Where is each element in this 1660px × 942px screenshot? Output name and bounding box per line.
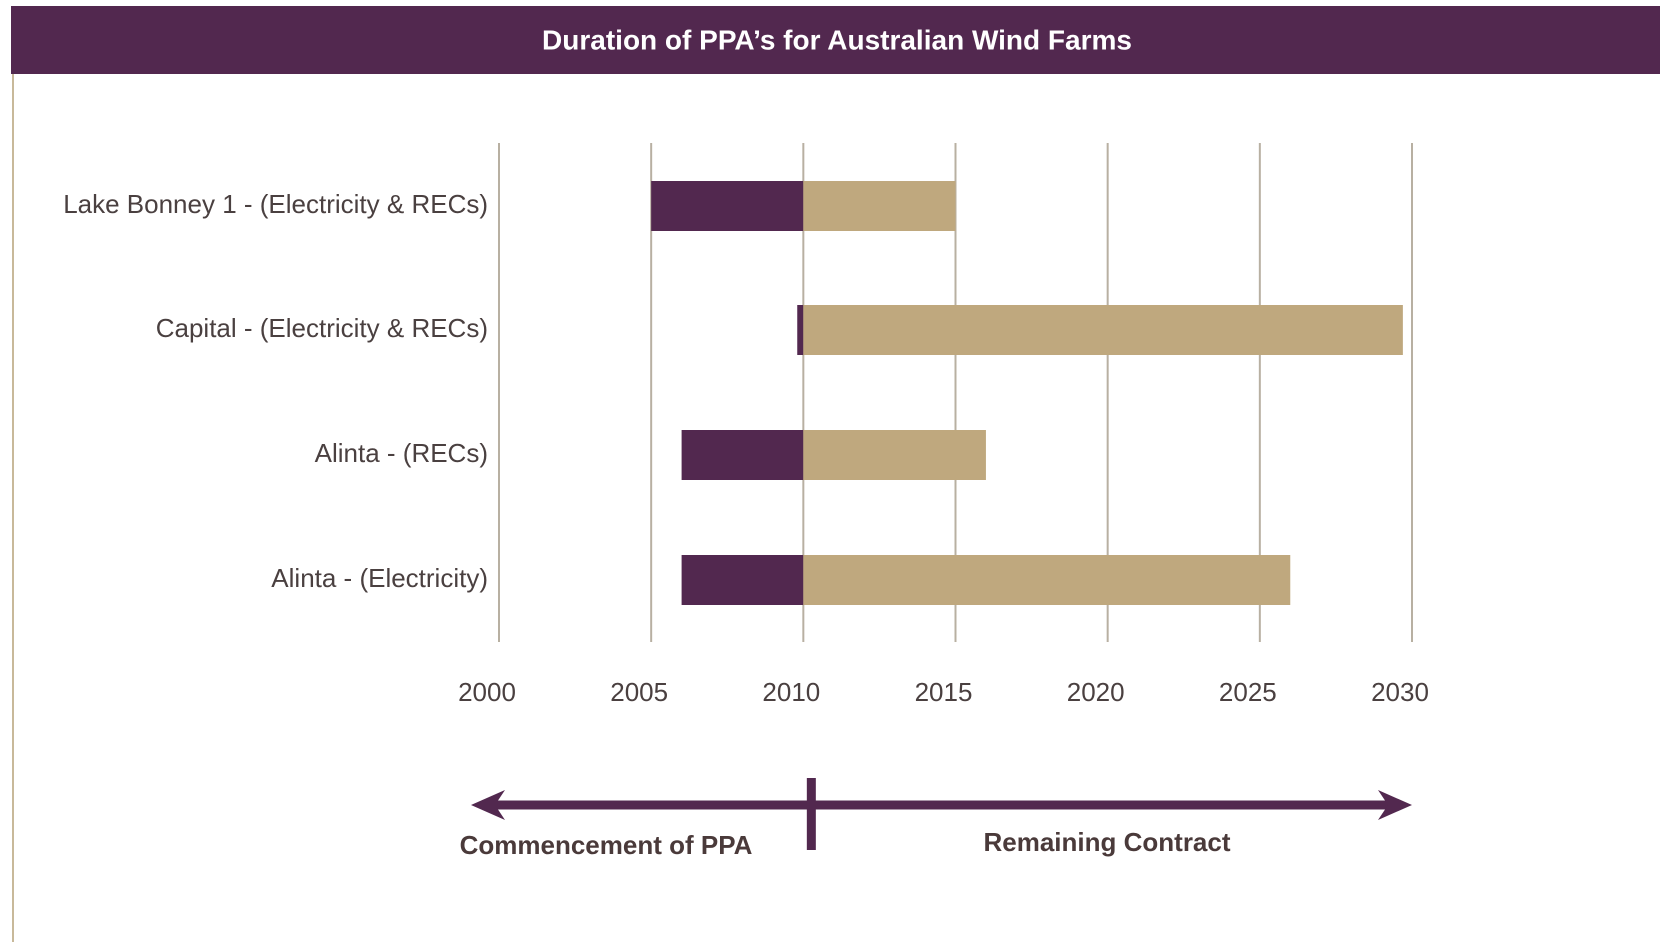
y-tick-label: Capital - (Electricity & RECs) (156, 313, 488, 343)
remaining-bar (803, 181, 956, 231)
y-tick-label: Lake Bonney 1 - (Electricity & RECs) (63, 189, 488, 219)
x-tick-label: 2020 (1067, 677, 1125, 707)
x-tick-label: 2000 (458, 677, 516, 707)
x-tick-label: 2025 (1219, 677, 1277, 707)
x-tick-label: 2005 (610, 677, 668, 707)
chart-title: Duration of PPA’s for Australian Wind Fa… (542, 24, 1132, 55)
commencement-bar (797, 305, 804, 355)
y-tick-label: Alinta - (Electricity) (271, 563, 488, 593)
arrow-head (471, 790, 505, 820)
arrow-head (1378, 790, 1412, 820)
y-tick-label: Alinta - (RECs) (315, 438, 488, 468)
annotation: Commencement of PPA (460, 830, 753, 860)
remaining-bar (803, 555, 1291, 605)
x-tick-label: 2010 (762, 677, 820, 707)
remaining-bar (803, 430, 986, 480)
annotation: Remaining Contract (983, 827, 1230, 857)
remaining-bar (803, 305, 1403, 355)
x-tick-label: 2015 (915, 677, 973, 707)
commencement-bar (681, 430, 804, 480)
x-tick-label: 2030 (1371, 677, 1429, 707)
commencement-bar (651, 181, 804, 231)
commencement-bar (681, 555, 804, 605)
title-bar (11, 6, 1660, 74)
